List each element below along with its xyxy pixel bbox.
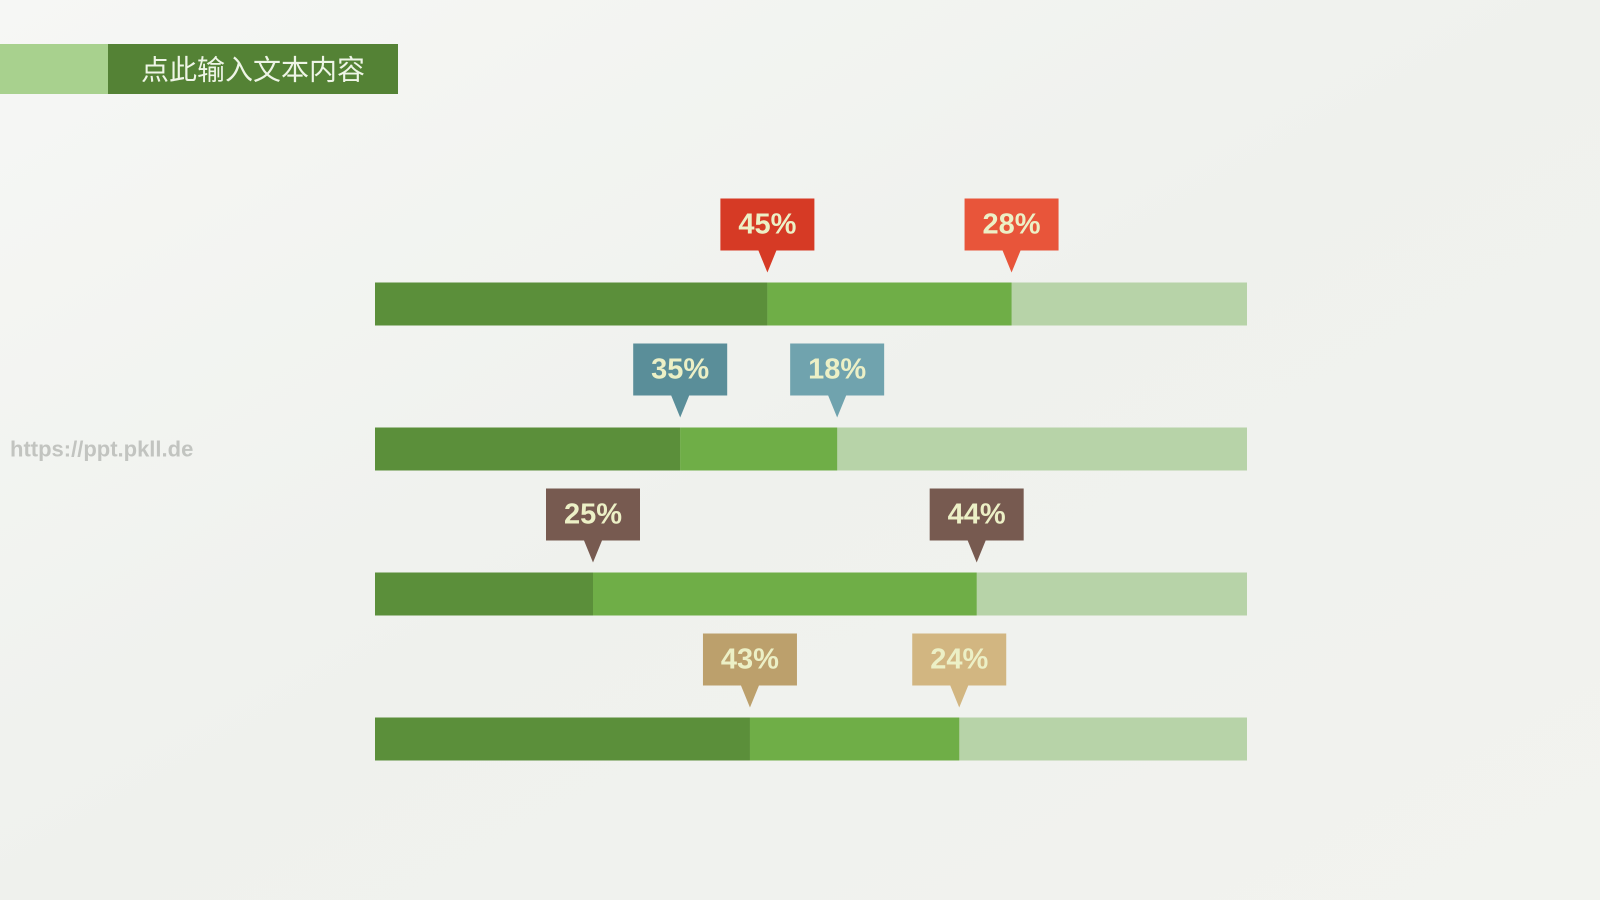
bar-segment	[767, 282, 1012, 326]
header-title: 点此输入文本内容	[141, 54, 365, 87]
data-label: 44%	[948, 499, 1006, 531]
header-accent	[0, 44, 108, 94]
data-label: 28%	[983, 209, 1041, 241]
bar-segment	[749, 717, 960, 761]
bar-segment	[375, 717, 750, 761]
label-callout	[964, 198, 1059, 273]
data-label: 18%	[808, 354, 866, 386]
label-callout	[790, 343, 885, 418]
label-callout	[546, 488, 640, 563]
data-label: 25%	[564, 499, 622, 531]
bar-segment	[375, 282, 768, 326]
bar-segment	[375, 427, 681, 471]
data-label: 43%	[721, 644, 779, 676]
bar-segment	[593, 572, 977, 616]
label-callout	[720, 198, 815, 273]
bar-segment	[680, 427, 838, 471]
bar-segment	[375, 572, 593, 616]
label-callout	[633, 343, 728, 418]
watermark: https://ppt.pkll.de	[10, 437, 193, 462]
header-box	[108, 44, 398, 94]
label-callout	[912, 633, 1007, 708]
data-label: 24%	[930, 644, 988, 676]
data-label: 45%	[738, 209, 796, 241]
label-callout	[702, 633, 797, 708]
label-callout	[929, 488, 1024, 563]
data-label: 35%	[651, 354, 709, 386]
